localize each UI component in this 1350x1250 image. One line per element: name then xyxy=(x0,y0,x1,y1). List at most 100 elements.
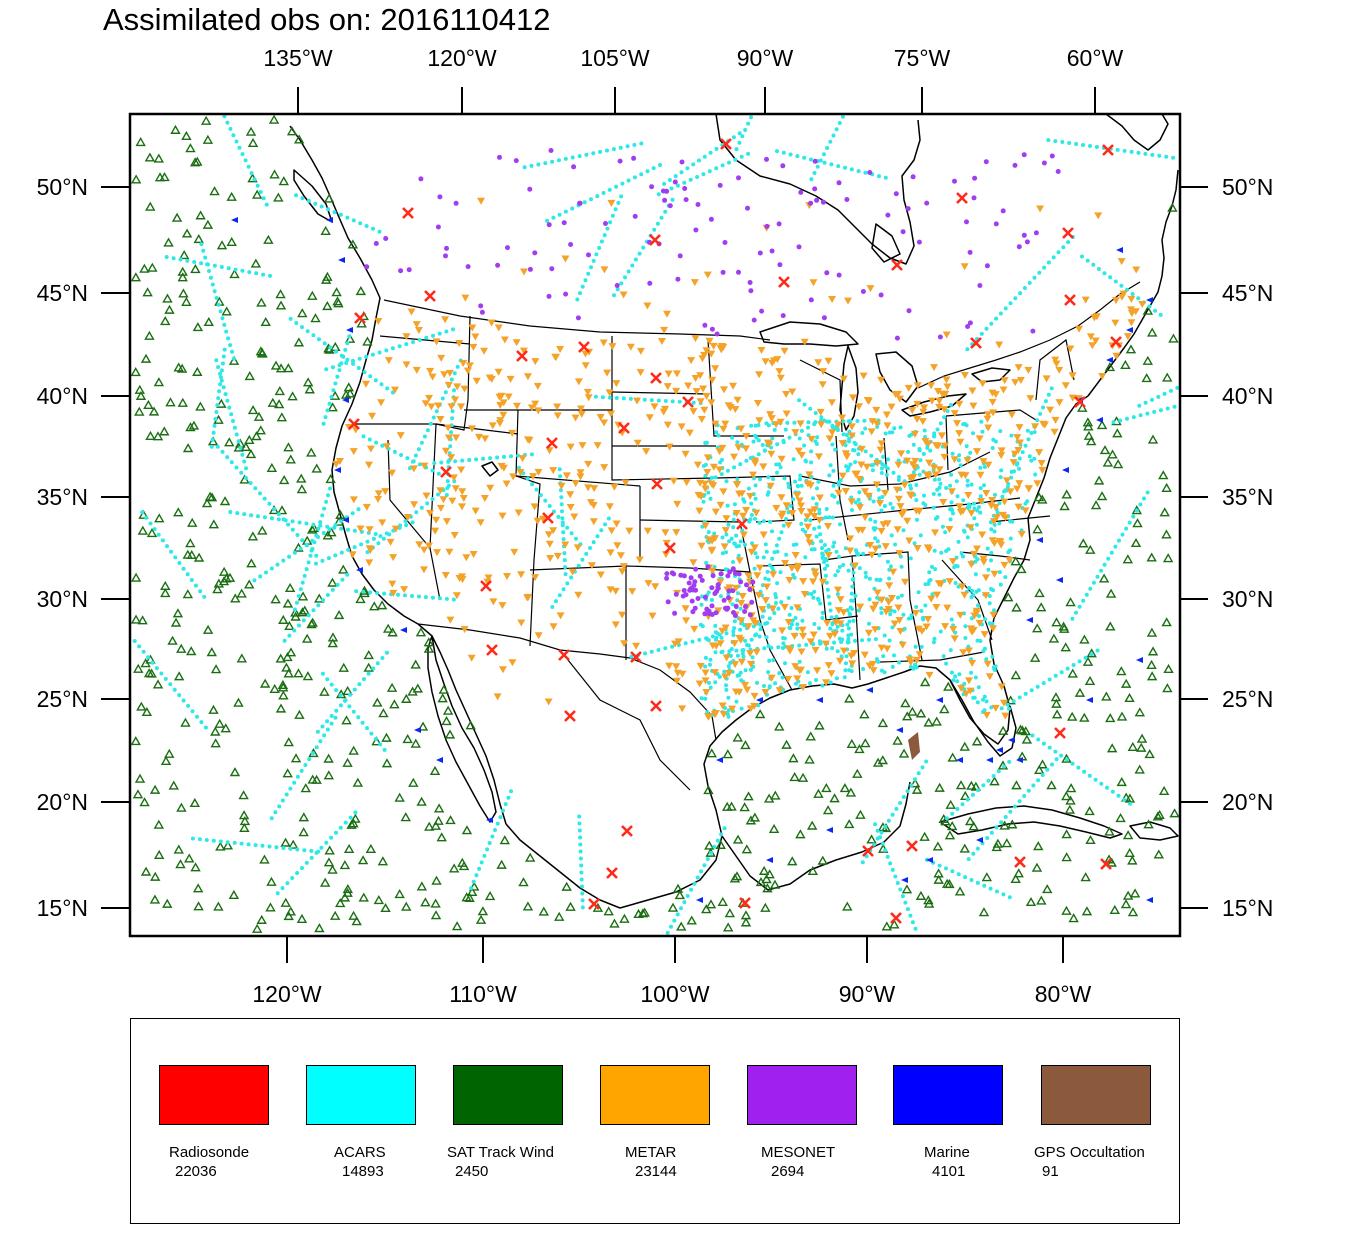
sat-wind-marker xyxy=(923,895,934,905)
sat-wind-marker xyxy=(518,877,529,887)
acars-marker xyxy=(1094,145,1099,149)
mesonet-marker xyxy=(764,223,770,229)
sat-wind-marker xyxy=(193,901,204,911)
sat-wind-marker xyxy=(154,513,165,523)
sat-wind-marker xyxy=(1083,421,1094,431)
metar-marker xyxy=(419,566,428,574)
acars-marker xyxy=(321,421,326,426)
metar-marker xyxy=(365,545,374,553)
acars-marker xyxy=(984,326,989,331)
acars-marker xyxy=(981,697,985,702)
metar-marker xyxy=(644,580,653,588)
metar-marker xyxy=(684,382,693,390)
metar-marker xyxy=(673,500,682,508)
metar-marker xyxy=(906,474,915,482)
acars-marker xyxy=(774,462,779,467)
sat-wind-marker xyxy=(1083,430,1095,440)
metar-marker xyxy=(893,526,902,534)
metar-marker xyxy=(518,455,527,463)
acars-marker xyxy=(338,825,343,830)
acars-marker xyxy=(665,930,670,935)
acars-marker xyxy=(753,496,758,501)
metar-marker xyxy=(982,711,991,719)
acars-marker xyxy=(616,200,621,205)
acars-marker xyxy=(249,513,254,518)
metar-marker xyxy=(777,455,786,463)
metar-marker xyxy=(967,509,976,517)
acars-marker xyxy=(1106,556,1111,561)
acars-marker xyxy=(753,551,758,556)
metar-marker xyxy=(964,491,973,499)
acars-marker xyxy=(799,521,804,526)
sat-wind-marker xyxy=(1142,305,1154,315)
acars-marker xyxy=(835,624,840,629)
sat-wind-marker xyxy=(365,843,377,853)
metar-marker xyxy=(695,507,704,515)
sat-wind-marker xyxy=(743,791,754,801)
metar-marker xyxy=(737,600,746,608)
acars-marker xyxy=(989,321,994,326)
sat-wind-marker xyxy=(672,883,684,893)
acars-marker xyxy=(334,349,339,354)
acars-marker xyxy=(1093,777,1098,782)
acars-marker xyxy=(914,483,919,487)
acars-marker xyxy=(163,676,168,681)
metar-marker xyxy=(636,369,645,377)
acars-marker xyxy=(258,190,263,194)
metar-marker xyxy=(512,339,521,347)
marine-marker xyxy=(342,397,349,403)
acars-marker xyxy=(704,440,709,445)
acars-marker xyxy=(872,842,876,847)
acars-marker xyxy=(177,693,182,698)
metar-marker xyxy=(1013,485,1022,493)
metar-marker xyxy=(544,698,553,706)
acars-marker xyxy=(955,679,960,684)
sat-wind-marker xyxy=(722,749,734,759)
acars-marker xyxy=(882,670,887,675)
acars-marker xyxy=(561,587,566,592)
metar-marker xyxy=(859,372,868,380)
acars-marker xyxy=(280,798,285,803)
mesonet-marker xyxy=(364,264,370,270)
metar-marker xyxy=(877,376,886,384)
metar-marker xyxy=(519,347,528,355)
metar-marker xyxy=(720,543,729,551)
metar-marker xyxy=(465,362,474,370)
acars-marker xyxy=(197,837,202,842)
metar-marker xyxy=(941,390,950,398)
sat-wind-marker xyxy=(193,233,204,244)
metar-marker xyxy=(486,484,495,492)
acars-marker xyxy=(793,616,798,620)
metar-marker xyxy=(432,516,441,524)
metar-marker xyxy=(769,571,778,579)
acars-marker xyxy=(649,649,654,654)
acars-marker xyxy=(807,681,812,686)
acars-marker xyxy=(156,532,161,537)
metar-marker xyxy=(860,651,869,659)
acars-marker xyxy=(570,206,575,211)
acars-marker xyxy=(357,682,362,687)
metar-marker xyxy=(813,667,822,675)
metar-marker xyxy=(613,542,622,550)
acars-marker xyxy=(405,456,410,461)
left-lat-label: 40°N xyxy=(37,383,88,409)
acars-marker xyxy=(209,444,214,449)
acars-marker xyxy=(689,887,694,892)
acars-marker xyxy=(835,569,840,574)
acars-marker xyxy=(754,435,759,440)
acars-marker xyxy=(749,637,754,642)
acars-marker xyxy=(917,447,922,452)
sat-wind-marker xyxy=(451,921,463,931)
radiosonde-marker xyxy=(618,422,630,434)
acars-marker xyxy=(969,482,974,487)
acars-marker xyxy=(582,200,587,205)
acars-marker xyxy=(350,511,355,516)
acars-marker xyxy=(307,757,312,762)
acars-marker xyxy=(903,900,908,905)
metar-marker xyxy=(953,420,962,428)
acars-marker xyxy=(575,297,580,302)
metar-marker xyxy=(711,710,720,718)
acars-marker xyxy=(949,472,953,477)
page-title: Assimilated obs on: 2016110412 xyxy=(103,2,551,37)
metar-marker xyxy=(681,605,690,613)
